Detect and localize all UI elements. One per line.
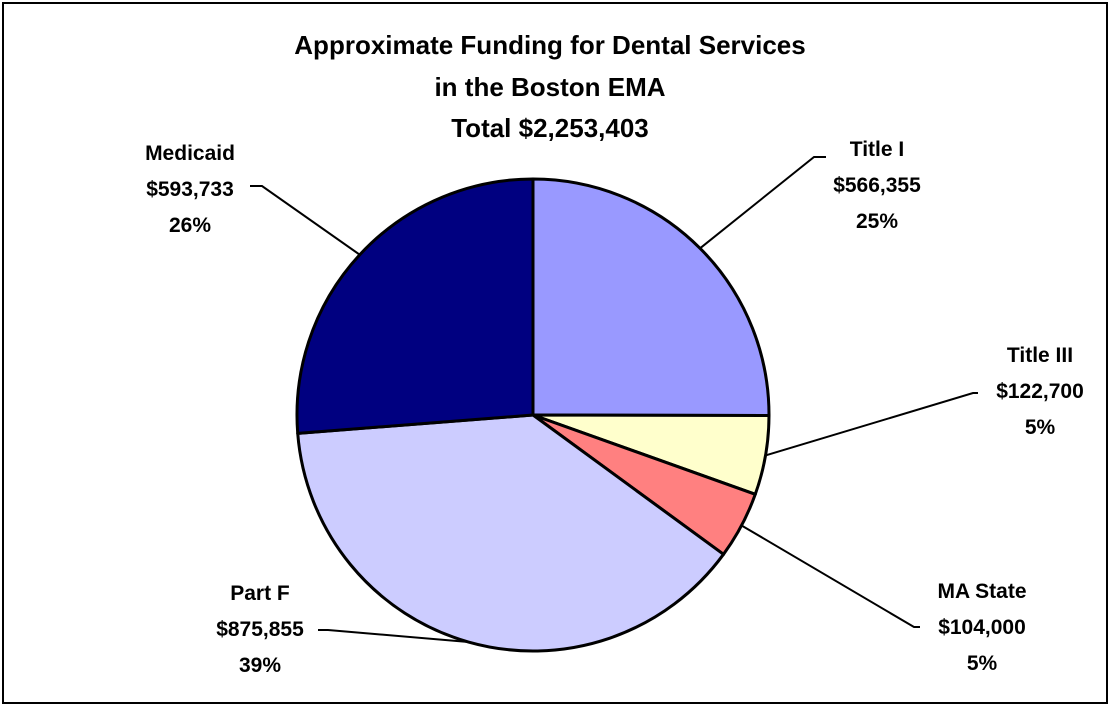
slice-label-title-i-percent: 25% [856,210,898,233]
pie-slice-part-f [296,413,725,653]
leader-line-ma-state [741,524,920,628]
chart-title-line-3: Total $2,253,403 [451,113,649,143]
slice-label-title-iii-percent: 5% [1025,416,1056,439]
slice-label-title-iii-amount: $122,700 [996,380,1084,403]
slice-label-title-i-amount: $566,355 [833,174,921,197]
leader-line-part-f [318,629,469,644]
chart-title: Approximate Funding for Dental Services … [294,30,805,143]
slice-label-medicaid-name: Medicaid [145,142,235,165]
slice-labels: Title I $566,355 25% Title III $122,700 5% MA … [145,138,1084,677]
slice-label-part-f-name: Part F [230,582,290,605]
slice-label-ma-state-name: MA State [937,580,1026,603]
slice-label-medicaid-percent: 26% [169,214,211,237]
slice-label-title-iii-name: Title III [1007,344,1073,367]
chart-title-line-1: Approximate Funding for Dental Services [294,30,805,60]
slice-label-part-f-percent: 39% [239,654,281,677]
slice-label-ma-state-amount: $104,000 [938,616,1026,639]
pie-slices [295,177,771,653]
slice-label-medicaid-amount: $593,733 [146,178,234,201]
chart-title-line-2: in the Boston EMA [434,72,665,102]
leader-line-title-iii [765,392,978,457]
slice-label-title-i-name: Title I [850,138,904,161]
pie-slice-medicaid [295,177,535,435]
leader-line-medicaid [250,185,361,256]
pie-slice-title-i [531,177,771,417]
leader-line-title-i [699,156,826,250]
slice-label-part-f-amount: $875,855 [216,618,304,641]
leader-lines [250,156,978,644]
slice-label-ma-state-percent: 5% [967,652,998,675]
